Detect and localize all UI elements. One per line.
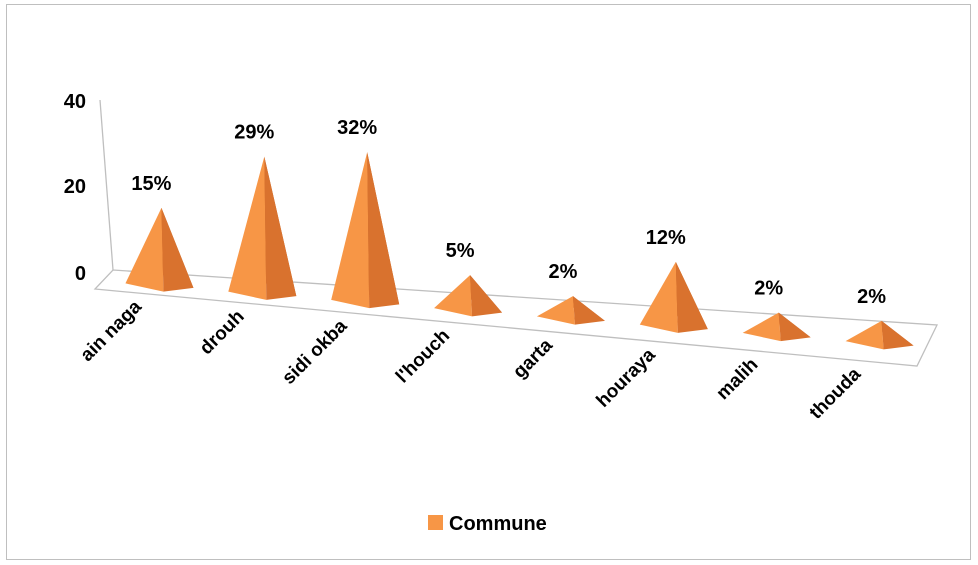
y-axis-ticks: 0 20 40 <box>64 91 86 285</box>
pyramid-right-face <box>470 275 503 317</box>
pyramid-right-face <box>264 156 297 300</box>
pyramid <box>434 275 503 317</box>
x-tick-label: malih <box>712 354 762 404</box>
data-label: 2% <box>754 278 783 300</box>
pyramid <box>845 320 914 350</box>
pyramid-front-face <box>434 275 473 317</box>
y-tick-label: 0 <box>75 263 86 285</box>
data-label: 29% <box>234 122 274 144</box>
pyramid-right-face <box>675 261 708 333</box>
legend-swatch <box>428 515 443 530</box>
pyramid-front-face <box>331 152 370 309</box>
pyramid <box>742 312 811 342</box>
pyramid-front-face <box>536 296 575 325</box>
x-tick-label: ain naga <box>77 296 147 366</box>
x-tick-label: thouda <box>806 364 866 424</box>
pyramid-series: 15% ain naga 29% drouh 32% sidi okba 5% l'houch… <box>77 117 914 424</box>
data-label: 2% <box>857 286 886 308</box>
pyramid <box>331 152 400 309</box>
pyramid <box>125 207 194 292</box>
x-tick-label: garta <box>509 335 557 383</box>
pyramid-front-face <box>639 261 678 333</box>
x-tick-label: drouh <box>196 306 249 359</box>
x-tick-label: sidi okba <box>278 315 351 388</box>
pyramid-right-face <box>367 152 400 309</box>
data-label: 32% <box>337 117 377 139</box>
y-tick-label: 20 <box>64 176 86 198</box>
pyramid-front-face <box>228 156 267 300</box>
pyramid-front-face <box>125 207 164 292</box>
pyramid <box>228 156 297 300</box>
x-tick-label: l'houch <box>392 325 454 387</box>
pyramid-right-face <box>778 312 811 342</box>
pyramid-right-face <box>161 207 194 292</box>
pyramid <box>639 261 708 333</box>
pyramid-right-face <box>572 296 605 325</box>
y-axis-line <box>99 99 114 271</box>
data-label: 15% <box>131 173 171 195</box>
pyramid-right-face <box>881 320 914 350</box>
pyramid-front-face <box>742 312 781 342</box>
pyramid-front-face <box>845 320 884 350</box>
pyramid <box>536 296 605 325</box>
y-tick-label: 40 <box>64 91 86 113</box>
data-label: 12% <box>646 227 686 249</box>
legend-label: Commune <box>449 513 547 535</box>
x-tick-label: houraya <box>593 344 660 411</box>
data-label: 5% <box>446 240 475 262</box>
data-label: 2% <box>548 261 577 283</box>
legend: Commune <box>428 513 547 535</box>
